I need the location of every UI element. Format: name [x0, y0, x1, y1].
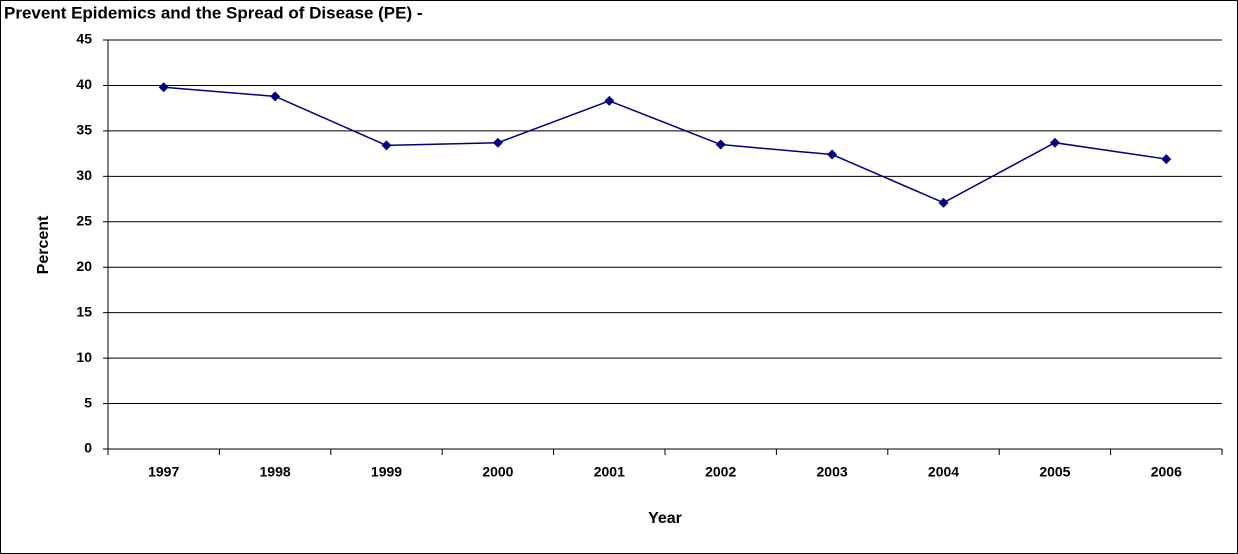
x-tick-label: 2005 [1039, 464, 1070, 480]
y-tick-label: 30 [76, 167, 92, 183]
marker [381, 140, 392, 151]
y-tick-label: 35 [76, 122, 92, 138]
y-tick-label: 5 [84, 394, 92, 410]
marker [827, 149, 838, 160]
line [163, 86, 1167, 204]
y-axis-label: Percent [35, 215, 52, 274]
marker [158, 82, 169, 93]
x-tick-label: 2000 [482, 464, 513, 480]
x-tick-label: 2002 [705, 464, 736, 480]
y-tick-label: 10 [76, 349, 92, 365]
y-tick-label: 25 [76, 212, 92, 228]
y-tick-label: 15 [76, 303, 92, 319]
x-tick-label: 1999 [371, 464, 402, 480]
marker [604, 95, 615, 106]
x-tick-label: 1997 [148, 464, 179, 480]
marker [270, 91, 281, 102]
x-tick-label: 2003 [817, 464, 848, 480]
marker [938, 197, 949, 208]
chart-title: Prevent Epidemics and the Spread of Dise… [4, 3, 423, 22]
y-tick-label: 45 [76, 31, 92, 47]
x-tick-label: 2001 [594, 464, 625, 480]
x-tick-label: 2006 [1151, 464, 1182, 480]
x-tick-label: 1998 [260, 464, 291, 480]
marker [1049, 137, 1060, 148]
marker [715, 139, 726, 150]
marker [1161, 154, 1172, 165]
y-tick-label: 0 [84, 440, 92, 456]
y-tick-label: 40 [76, 76, 92, 92]
marker [492, 137, 503, 148]
x-tick-label: 2004 [928, 464, 959, 480]
y-tick-label: 20 [76, 258, 92, 274]
x-axis-label: Year [648, 510, 682, 527]
